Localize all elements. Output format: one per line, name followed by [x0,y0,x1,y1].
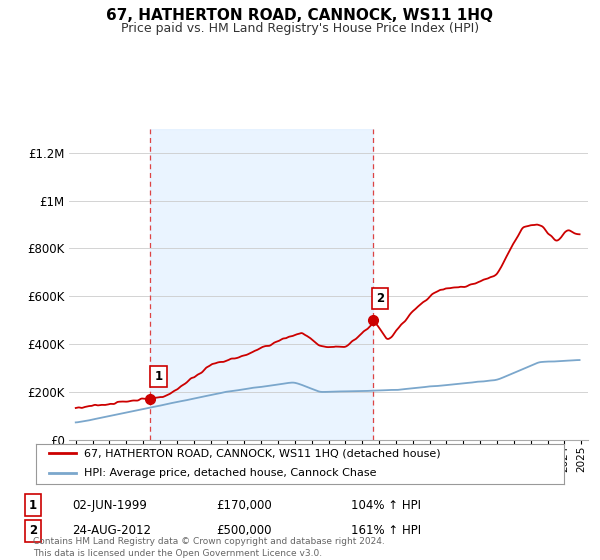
Text: 67, HATHERTON ROAD, CANNOCK, WS11 1HQ: 67, HATHERTON ROAD, CANNOCK, WS11 1HQ [107,8,493,24]
Text: HPI: Average price, detached house, Cannock Chase: HPI: Average price, detached house, Cann… [83,468,376,478]
Text: 02-JUN-1999: 02-JUN-1999 [72,498,147,512]
Text: 1: 1 [29,498,37,512]
Text: Price paid vs. HM Land Registry's House Price Index (HPI): Price paid vs. HM Land Registry's House … [121,22,479,35]
Text: £170,000: £170,000 [216,498,272,512]
Text: 24-AUG-2012: 24-AUG-2012 [72,524,151,538]
Text: 104% ↑ HPI: 104% ↑ HPI [351,498,421,512]
Bar [150,129,373,440]
Text: 1: 1 [155,370,163,382]
Text: Contains HM Land Registry data © Crown copyright and database right 2024.
This d: Contains HM Land Registry data © Crown c… [33,537,385,558]
Text: 161% ↑ HPI: 161% ↑ HPI [351,524,421,538]
Text: £500,000: £500,000 [216,524,271,538]
Text: 2: 2 [376,292,384,305]
Text: 2: 2 [29,524,37,538]
Text: 67, HATHERTON ROAD, CANNOCK, WS11 1HQ (detached house): 67, HATHERTON ROAD, CANNOCK, WS11 1HQ (d… [83,449,440,458]
